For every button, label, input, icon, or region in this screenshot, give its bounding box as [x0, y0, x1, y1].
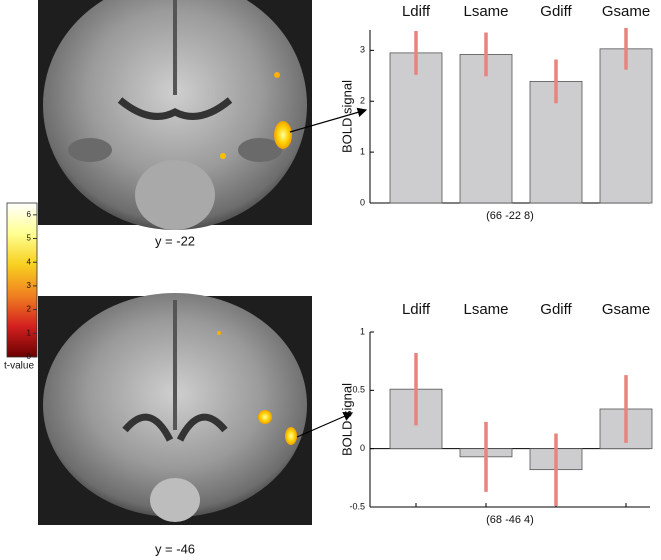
category-label: Ldiff [402, 301, 431, 318]
bar [599, 48, 653, 204]
x-axis-label: (66 -22 8) [486, 210, 534, 222]
y-tick-label: 2 [360, 96, 365, 106]
colorbar-tick-label: 3 [27, 281, 32, 290]
image-caption: y = -46 [155, 541, 195, 556]
x-axis-label: (68 -46 4) [486, 514, 534, 526]
colorbar-tick-label: 0 [27, 352, 32, 361]
category-label: Lsame [463, 301, 508, 318]
y-tick-label: 1 [360, 326, 365, 336]
arrow [289, 107, 368, 133]
y-axis-label: BOLD signal [339, 383, 354, 456]
colorbar-tick-label: 4 [27, 257, 32, 266]
y-tick-label: 1 [360, 146, 365, 156]
image-caption: y = -22 [155, 233, 195, 248]
colorbar-tick-label: 1 [27, 328, 32, 337]
y-tick-label: 3 [360, 45, 365, 55]
category-label: Gdiff [540, 3, 572, 20]
category-label: Lsame [463, 3, 508, 20]
brain-image [38, 293, 312, 525]
bar [389, 52, 443, 204]
category-label: Ldiff [402, 3, 431, 20]
category-label: Gsame [602, 301, 650, 318]
colorbar-tick-label: 6 [27, 210, 32, 219]
y-tick-label: -0.5 [349, 501, 365, 511]
colorbar-label: t-value [4, 361, 34, 372]
y-axis-label: BOLD signal [339, 80, 354, 153]
brain-image [38, 0, 312, 230]
colorbar [6, 202, 38, 358]
category-label: Gsame [602, 3, 650, 20]
bar [459, 54, 513, 204]
y-tick-label: 0.5 [352, 385, 365, 395]
y-tick-label: 0 [360, 443, 365, 453]
arrow [296, 411, 354, 438]
y-tick-label: 0 [360, 197, 365, 207]
category-label: Gdiff [540, 301, 572, 318]
colorbar-tick-label: 2 [27, 305, 32, 314]
colorbar-tick-label: 5 [27, 234, 32, 243]
